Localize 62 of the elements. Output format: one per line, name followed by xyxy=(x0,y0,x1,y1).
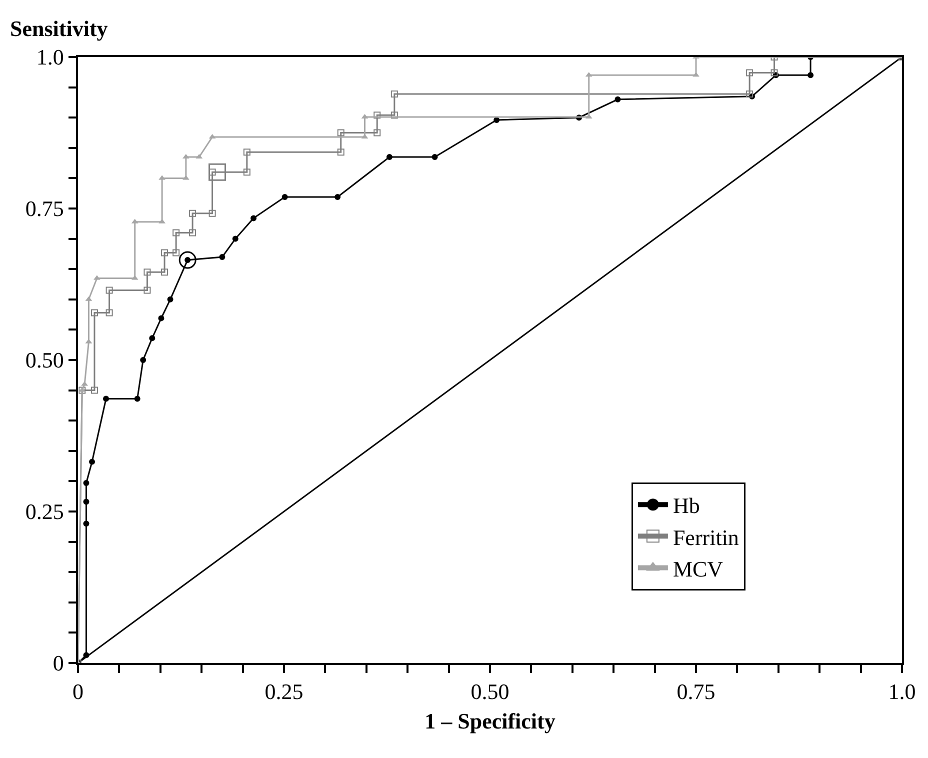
point xyxy=(614,96,621,102)
point xyxy=(770,69,778,76)
point xyxy=(390,90,398,98)
x-tick-label: 0 xyxy=(72,679,84,704)
y-tick-label: 0.50 xyxy=(25,348,64,373)
point xyxy=(106,286,113,294)
x-tick-label: 0.50 xyxy=(470,679,510,704)
point xyxy=(746,90,754,98)
point xyxy=(808,72,814,78)
legend-label: MCV xyxy=(672,556,724,582)
point xyxy=(334,194,341,200)
x-tick-label: 0.25 xyxy=(264,679,304,704)
point xyxy=(144,268,151,276)
point xyxy=(83,520,90,527)
point xyxy=(208,210,216,217)
point xyxy=(83,480,90,486)
point xyxy=(250,215,257,222)
point xyxy=(208,163,226,181)
x-axis-title: 1 – Specificity xyxy=(424,708,556,734)
point xyxy=(374,112,381,119)
point xyxy=(243,168,250,176)
point xyxy=(144,286,151,294)
point xyxy=(83,652,90,658)
point xyxy=(374,129,381,136)
point xyxy=(103,396,110,402)
point xyxy=(140,357,146,363)
point xyxy=(172,249,180,256)
point xyxy=(243,148,250,156)
point xyxy=(337,148,344,156)
point xyxy=(219,254,226,260)
point xyxy=(432,154,438,160)
point xyxy=(692,72,700,77)
point xyxy=(172,229,180,236)
point xyxy=(134,396,140,402)
point xyxy=(83,498,90,505)
point xyxy=(232,236,238,242)
y-tick-label: 0.75 xyxy=(25,196,64,222)
point xyxy=(494,117,500,124)
x-tick-label: 1.0 xyxy=(888,679,916,704)
point xyxy=(386,154,392,160)
y-axis-title: Sensitivity xyxy=(10,16,108,41)
point xyxy=(90,386,98,394)
x-tick-label: 0.75 xyxy=(676,679,716,704)
point xyxy=(282,194,288,200)
point xyxy=(149,335,156,342)
point xyxy=(189,229,196,236)
point xyxy=(89,458,96,465)
point xyxy=(390,112,398,119)
y-tick-label: 1.0 xyxy=(36,44,64,70)
point xyxy=(746,69,754,76)
legend-label: Hb xyxy=(672,493,700,518)
point xyxy=(161,249,168,256)
point xyxy=(158,315,164,322)
point xyxy=(337,129,344,136)
y-tick-label: 0.25 xyxy=(25,499,64,524)
point xyxy=(90,309,98,316)
point xyxy=(167,296,174,302)
point xyxy=(161,268,168,276)
point xyxy=(189,210,196,217)
legend-label: Ferritin xyxy=(672,524,739,550)
point xyxy=(106,309,113,316)
y-tick-label: 0 xyxy=(52,650,64,676)
